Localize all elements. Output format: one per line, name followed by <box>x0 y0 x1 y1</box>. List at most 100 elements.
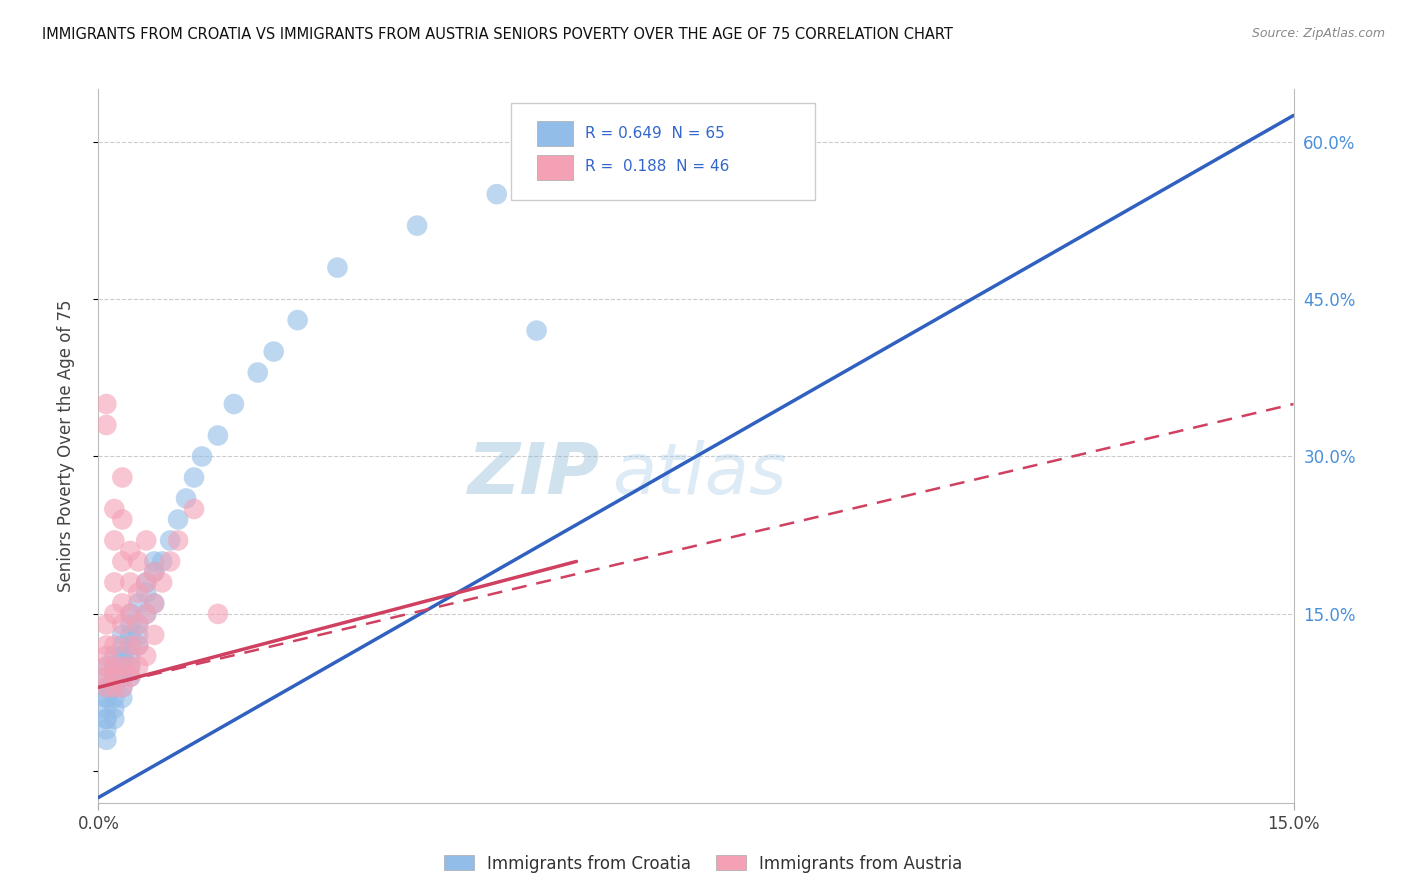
Point <box>96 397 118 411</box>
Point <box>127 639 149 653</box>
Text: Source: ZipAtlas.com: Source: ZipAtlas.com <box>1251 27 1385 40</box>
Point <box>120 639 142 653</box>
Point <box>96 690 118 705</box>
Point <box>565 155 588 169</box>
Point <box>103 659 125 673</box>
Point <box>183 502 205 516</box>
Point <box>143 565 166 579</box>
Point <box>143 596 166 610</box>
Point <box>111 659 134 673</box>
Point <box>103 659 125 673</box>
Point <box>263 344 285 359</box>
Point <box>96 723 118 737</box>
Point <box>103 639 125 653</box>
Point <box>526 324 548 338</box>
Text: ZIP: ZIP <box>468 440 600 509</box>
Point <box>120 659 142 673</box>
Point <box>150 554 173 568</box>
Point <box>135 648 157 663</box>
Point <box>111 628 134 642</box>
Point <box>120 659 142 673</box>
Text: R =  0.188  N = 46: R = 0.188 N = 46 <box>585 160 730 175</box>
Point <box>485 187 508 202</box>
Point <box>246 366 269 380</box>
Text: IMMIGRANTS FROM CROATIA VS IMMIGRANTS FROM AUSTRIA SENIORS POVERTY OVER THE AGE : IMMIGRANTS FROM CROATIA VS IMMIGRANTS FR… <box>42 27 953 42</box>
Point <box>135 575 157 590</box>
Point <box>103 607 125 621</box>
Point <box>135 607 157 621</box>
Point <box>120 648 142 663</box>
Bar <box>537 121 572 146</box>
Point <box>174 491 197 506</box>
Point <box>111 512 134 526</box>
Point <box>207 428 229 442</box>
Point <box>150 575 173 590</box>
Y-axis label: Seniors Poverty Over the Age of 75: Seniors Poverty Over the Age of 75 <box>56 300 75 592</box>
Point <box>167 533 190 548</box>
Point <box>111 681 134 695</box>
Point <box>111 690 134 705</box>
Point <box>103 712 125 726</box>
Point <box>127 659 149 673</box>
Point <box>127 586 149 600</box>
Bar <box>537 155 572 180</box>
Point <box>103 701 125 715</box>
Point <box>103 502 125 516</box>
Point <box>103 575 125 590</box>
FancyBboxPatch shape <box>510 103 815 200</box>
Point <box>111 554 134 568</box>
Point <box>207 607 229 621</box>
Point <box>111 639 134 653</box>
Point <box>159 554 181 568</box>
Point <box>724 124 747 138</box>
Point <box>96 639 118 653</box>
Point <box>96 712 118 726</box>
Point <box>111 470 134 484</box>
Point <box>111 648 134 663</box>
Point <box>135 607 157 621</box>
Point <box>120 607 142 621</box>
Point <box>120 670 142 684</box>
Point <box>120 617 142 632</box>
Point <box>287 313 309 327</box>
Point <box>96 648 118 663</box>
Point <box>143 565 166 579</box>
Point <box>96 617 118 632</box>
Point <box>120 575 142 590</box>
Text: atlas: atlas <box>613 440 787 509</box>
Point <box>222 397 245 411</box>
Point <box>103 670 125 684</box>
Point <box>103 648 125 663</box>
Point <box>127 554 149 568</box>
Point <box>111 617 134 632</box>
Point <box>103 533 125 548</box>
Point <box>111 659 134 673</box>
Point <box>111 670 134 684</box>
Point <box>103 681 125 695</box>
Point <box>96 712 118 726</box>
Point <box>96 659 118 673</box>
Point <box>127 617 149 632</box>
Point <box>120 607 142 621</box>
Point <box>96 670 118 684</box>
Legend: Immigrants from Croatia, Immigrants from Austria: Immigrants from Croatia, Immigrants from… <box>437 848 969 880</box>
Point <box>111 648 134 663</box>
Point <box>135 575 157 590</box>
Point <box>143 554 166 568</box>
Point <box>120 639 142 653</box>
Point <box>127 596 149 610</box>
Point <box>111 596 134 610</box>
Point <box>120 628 142 642</box>
Point <box>645 135 668 149</box>
Point <box>103 659 125 673</box>
Point <box>96 732 118 747</box>
Point <box>111 659 134 673</box>
Point <box>135 586 157 600</box>
Point <box>159 533 181 548</box>
Point <box>406 219 429 233</box>
Point <box>326 260 349 275</box>
Text: R = 0.649  N = 65: R = 0.649 N = 65 <box>585 126 724 141</box>
Point <box>96 701 118 715</box>
Point <box>103 681 125 695</box>
Point <box>96 670 118 684</box>
